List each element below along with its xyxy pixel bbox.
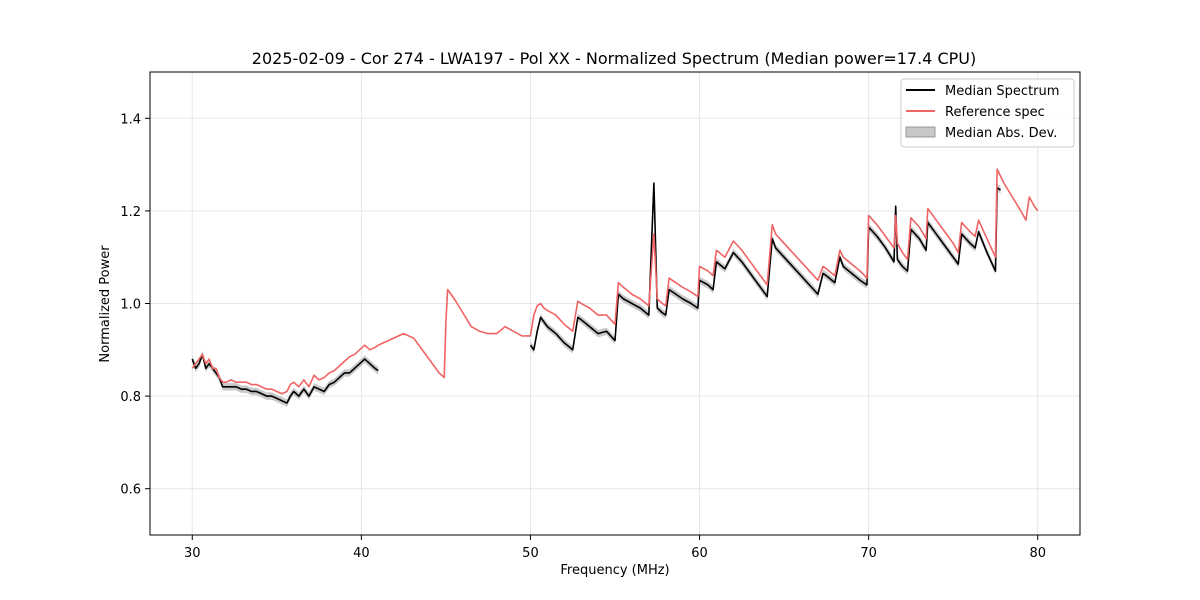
legend-mad-swatch: [905, 126, 936, 138]
x-tick-label: 70: [860, 546, 877, 561]
y-axis-ticks: 0.6 0.8 1.0 1.2 1.4: [120, 112, 150, 498]
legend-reference-label: Reference spec: [945, 105, 1045, 120]
y-tick-label: 1.4: [120, 112, 141, 127]
y-tick-label: 1.0: [120, 298, 141, 313]
x-axis-label: Frequency (MHz): [560, 563, 669, 578]
chart-title: 2025-02-09 - Cor 274 - LWA197 - Pol XX -…: [252, 49, 976, 68]
plot-area: [191, 168, 1039, 407]
y-gridlines: [150, 117, 1080, 490]
y-tick-label: 1.2: [120, 205, 141, 220]
x-tick-label: 60: [691, 546, 708, 561]
reference-spectrum-line: [191, 168, 1039, 395]
median-spectrum-line: [191, 353, 379, 404]
series-layer: [191, 168, 1039, 407]
y-axis-label: Normalized Power: [98, 245, 113, 363]
y-tick-label: 0.8: [120, 390, 141, 405]
legend-mad-label: Median Abs. Dev.: [945, 126, 1057, 141]
legend-box: [900, 78, 1075, 148]
legend-median-label: Median Spectrum: [945, 84, 1059, 99]
x-tick-label: 50: [522, 546, 539, 561]
x-tick-label: 80: [1029, 546, 1046, 561]
x-axis-ticks: 30 40 50 60 70 80: [184, 535, 1046, 561]
median-spectrum-line: [529, 182, 1001, 351]
mad-band: [530, 179, 1001, 354]
y-tick-label: 0.6: [120, 483, 141, 498]
x-tick-label: 30: [184, 546, 201, 561]
x-tick-label: 40: [353, 546, 370, 561]
mad-band: [192, 350, 379, 407]
legend: Median Spectrum Reference spec Median Ab…: [900, 78, 1075, 148]
